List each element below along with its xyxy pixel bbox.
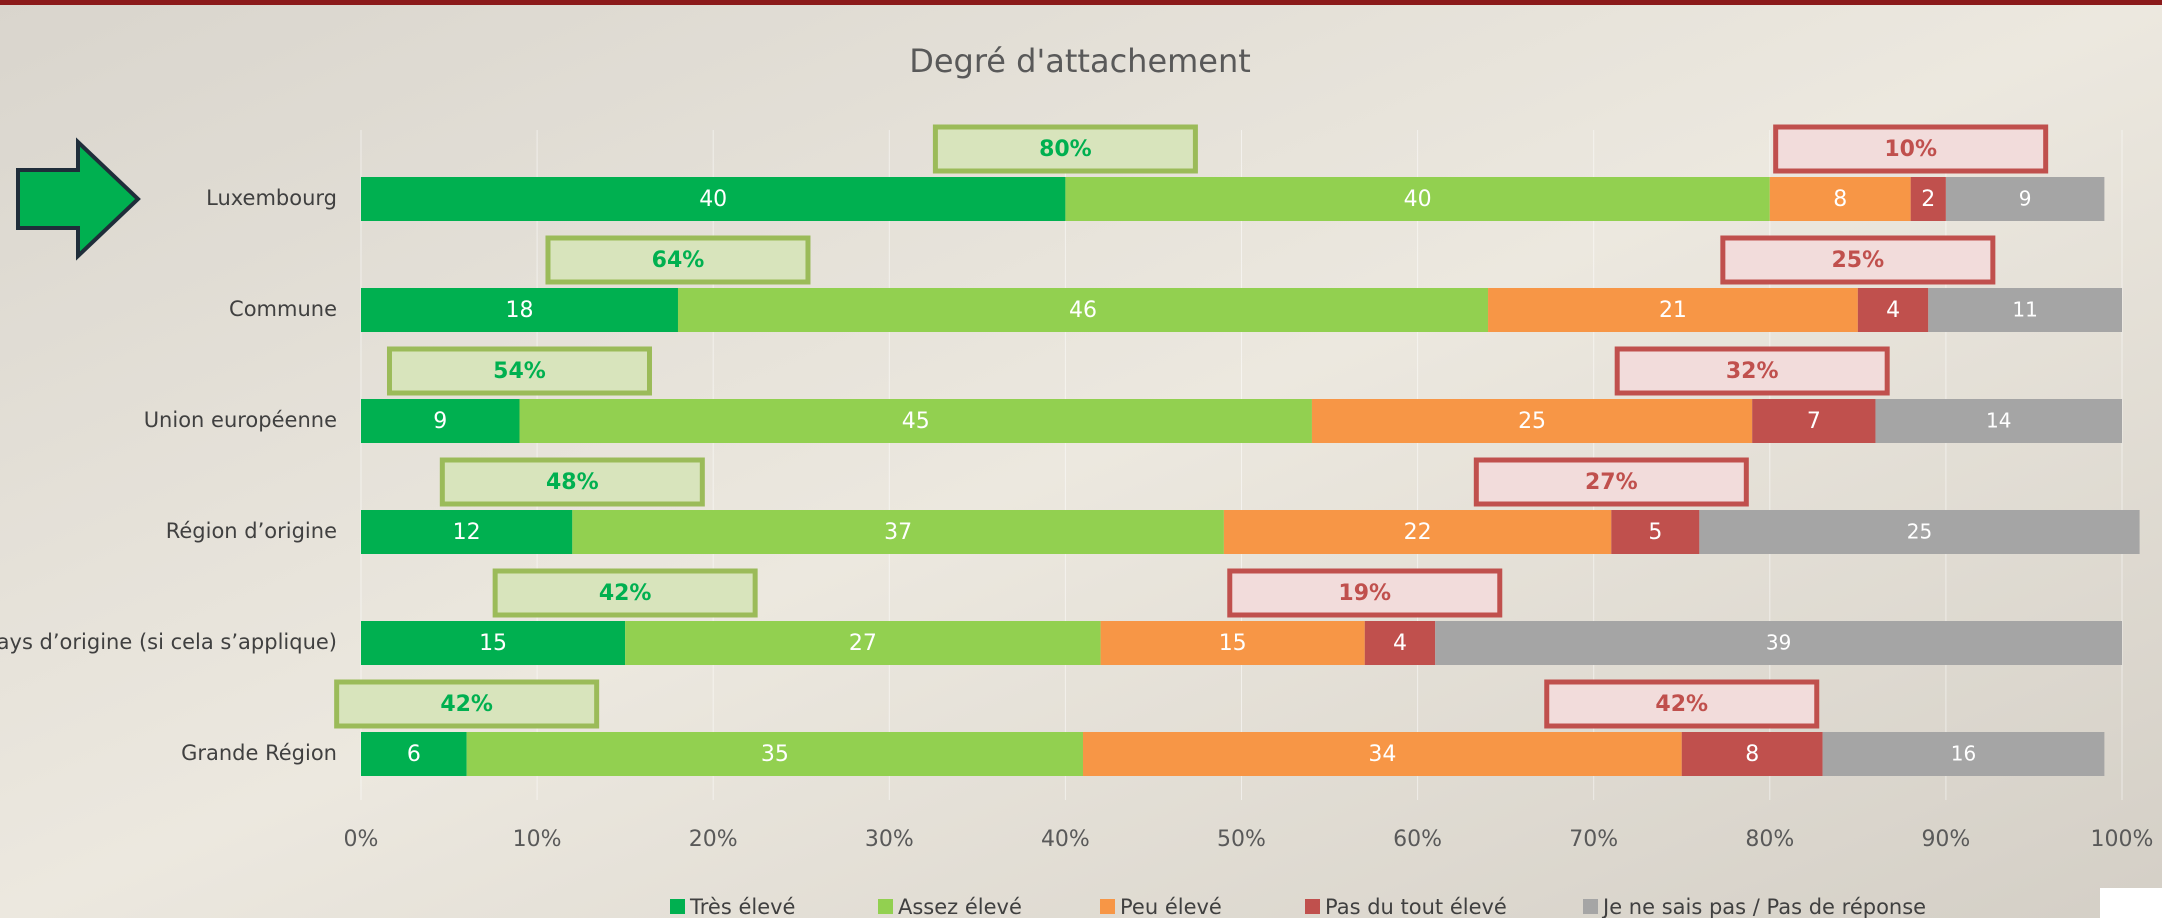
legend-label: Peu élevé [1120,895,1222,918]
value-label: 4 [1393,631,1407,656]
value-label: 15 [1219,631,1247,656]
legend-swatch [1100,899,1115,914]
value-label: 9 [2019,187,2032,211]
x-tick-label: 0% [344,827,379,852]
y-tick-label: Pays d’origine (si cela s’applique) [0,630,337,654]
value-label: 5 [1648,520,1662,545]
annotation-label: 27% [1585,470,1638,495]
value-label: 46 [1069,298,1097,323]
annotation-label: 80% [1039,137,1092,162]
legend-swatch [878,899,893,914]
value-label: 35 [761,742,789,767]
value-label: 21 [1659,298,1687,323]
x-tick-label: 100% [2091,827,2154,852]
value-label: 25 [1518,409,1546,434]
annotation-label: 42% [1655,692,1708,717]
value-label: 37 [884,520,912,545]
legend-label: Assez élevé [898,895,1022,918]
annotation-label: 25% [1832,248,1885,273]
x-tick-label: 30% [865,827,914,852]
y-tick-label: Luxembourg [206,186,337,210]
value-label: 9 [433,409,447,434]
value-label: 2 [1921,187,1935,212]
value-label: 8 [1745,742,1759,767]
value-label: 40 [699,187,727,212]
annotation-label: 32% [1726,359,1779,384]
annotation-label: 10% [1884,137,1937,162]
value-label: 14 [1986,409,2011,433]
x-tick-label: 70% [1569,827,1618,852]
y-tick-label: Union européenne [144,408,337,432]
annotation-label: 19% [1338,581,1391,606]
annotation-label: 42% [599,581,652,606]
annotation-label: 48% [546,470,599,495]
page: Degré d'attachement 0% 10% 20% 30% 40% 50% 60%… [0,0,2162,918]
top-bar [0,0,2162,5]
annotation-label: 54% [493,359,546,384]
value-label: 15 [479,631,507,656]
x-tick-label: 40% [1041,827,1090,852]
legend-swatch [670,899,685,914]
x-tick-label: 10% [513,827,562,852]
x-tick-label: 50% [1217,827,1266,852]
corner-box [2100,888,2162,918]
value-label: 16 [1951,742,1976,766]
chart: Degré d'attachement 0% 10% 20% 30% 40% 50% 60%… [0,0,2162,918]
legend-swatch [1305,899,1320,914]
legend-label: Je ne sais pas / Pas de réponse [1601,895,1926,918]
value-label: 18 [505,298,533,323]
y-tick-label: Région d’origine [166,519,337,543]
x-tick-label: 80% [1745,827,1794,852]
value-label: 40 [1404,187,1432,212]
value-label: 22 [1404,520,1432,545]
y-tick-label: Commune [229,297,337,321]
legend-label: Pas du tout élevé [1325,895,1507,918]
value-label: 6 [407,742,421,767]
value-label: 4 [1886,298,1900,323]
x-tick-label: 60% [1393,827,1442,852]
value-label: 27 [849,631,877,656]
legend-swatch [1583,899,1598,914]
x-tick-label: 90% [1921,827,1970,852]
y-tick-label: Grande Région [181,741,337,765]
value-label: 7 [1807,409,1821,434]
value-label: 8 [1833,187,1847,212]
annotation-label: 42% [440,692,493,717]
value-label: 45 [902,409,930,434]
value-label: 12 [453,520,481,545]
value-label: 34 [1368,742,1396,767]
value-label: 11 [2012,298,2037,322]
value-label: 25 [1907,520,1932,544]
value-label: 39 [1766,631,1791,655]
chart-title: Degré d'attachement [909,42,1251,80]
x-tick-label: 20% [689,827,738,852]
legend-label: Très élevé [689,895,795,918]
annotation-label: 64% [652,248,705,273]
